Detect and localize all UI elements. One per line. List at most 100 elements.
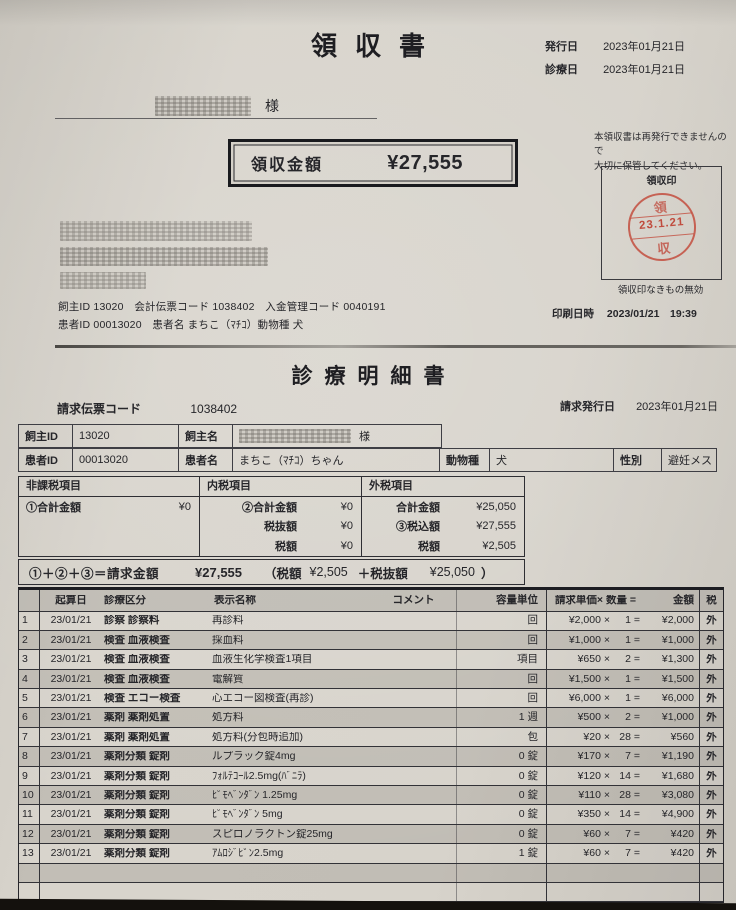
owner-name-cell: 様 <box>232 425 441 447</box>
item-no: 2 <box>19 630 40 650</box>
exclusive-row-gross: ③税込額 ¥27,555 <box>362 517 524 537</box>
grand-total-amount: ¥27,555 <box>195 564 243 580</box>
header-no <box>19 590 40 611</box>
item-tax-flag: 外 <box>706 731 717 743</box>
nontax-header: 非課税項目 <box>19 477 199 497</box>
receipt-stamp-box: 領収印 領 23.1.21 収 <box>601 166 722 280</box>
patient-id-row: 患者ID 00013020 患者名 まちこ（ﾏﾁｺ）ちゃん 動物種 犬 性別 避… <box>18 447 717 472</box>
inclusive-row-net: 税抜額 ¥0 <box>200 517 361 537</box>
item-date: 23/01/21 <box>50 731 92 743</box>
item-tax-flag: 外 <box>706 654 717 665</box>
grand-total-formula: ①＋②＋③＝請求金額 <box>29 566 160 581</box>
item-quantity: 14 = <box>619 770 640 782</box>
item-unit: 1 錠 <box>457 844 547 863</box>
exclusive-total-value: ¥25,050 <box>476 500 516 513</box>
address-redacted-line2 <box>60 247 268 266</box>
item-unit: 項目 <box>457 650 547 669</box>
item-tax-flag: 外 <box>706 693 717 704</box>
item-unit: 包 <box>457 727 547 747</box>
item-unit-price: ¥500 × <box>577 712 610 723</box>
nontax-total-label: ①合計金額 <box>26 501 81 514</box>
item-name: 電解質 <box>212 673 244 685</box>
stamp-footnote: 領収印なきもの無効 <box>617 285 704 296</box>
received-amount-value: ¥27,555 <box>387 151 463 174</box>
item-row: 7 23/01/21 薬剤 薬剤処置 処方料(分包時追加) 包 ¥20 × 28… <box>19 727 723 748</box>
stamp-box-label: 領収印 <box>646 176 677 187</box>
item-comment <box>371 708 457 727</box>
item-name: ﾋﾟﾓﾍﾞﾝﾀﾞﾝ 5mg <box>212 809 283 820</box>
grand-total-paren-open: （税額 <box>264 566 302 581</box>
item-quantity: 1 = <box>625 673 640 685</box>
addressee-name-redacted <box>155 96 251 116</box>
item-no: 7 <box>19 727 40 747</box>
item-row-empty <box>19 863 723 883</box>
item-no: 1 <box>19 611 40 630</box>
owner-id-row: 飼主ID 13020 飼主名 様 <box>18 424 442 448</box>
item-name: ｱﾑﾛｼﾞﾋﾟﾝ2.5mg <box>212 848 284 859</box>
item-quantity: 7 = <box>625 751 640 762</box>
item-row: 9 23/01/21 薬剤分類 錠剤 ﾌｫﾙﾃｺｰﾙ2.5mg(ﾊﾞﾆﾗ) 0 … <box>19 766 723 787</box>
item-unit-price: ¥110 × <box>578 789 610 801</box>
sex-value: 避妊メス <box>661 448 716 471</box>
item-no <box>19 863 40 882</box>
item-category: 検査 血液検査 <box>104 654 170 665</box>
addressee-underline <box>55 118 377 119</box>
issue-date-line: 発行日 2023年01月21日 <box>545 38 685 54</box>
patient-info-line: 患者ID 00013020 患者名 まちこ（ﾏﾁｺ）動物種 犬 <box>58 319 304 331</box>
header-date: 起算日 <box>55 595 87 606</box>
item-name: 採血料 <box>212 634 244 646</box>
items-header-row: 起算日 診療区分 表示名称 コメント 容量単位 請求単価× 数量 = 金額 税 <box>19 590 723 612</box>
owner-id-label: 飼主ID <box>25 431 58 443</box>
owner-ids-line: 飼主ID 13020 会計伝票コード 1038402 入金管理コード 00401… <box>58 301 386 313</box>
print-datetime-label: 印刷日時 <box>552 308 594 320</box>
item-category: 薬剤分類 錠剤 <box>104 751 170 762</box>
item-unit-price: ¥1,000 × <box>568 634 610 646</box>
item-row: 5 23/01/21 検査 エコー検査 心エコー図検査(再診) 回 ¥6,000… <box>19 689 723 709</box>
received-amount-label: 領収金額 <box>251 157 324 174</box>
print-datetime-value: 2023/01/21 19:39 <box>606 308 697 320</box>
item-tax-flag: 外 <box>706 712 717 723</box>
item-date: 23/01/21 <box>50 789 92 801</box>
item-date: 23/01/21 <box>50 809 92 820</box>
item-date: 23/01/21 <box>50 828 92 840</box>
inclusive-total-label: ②合計金額 <box>242 501 297 514</box>
inclusive-net-label: 税抜額 <box>264 521 297 534</box>
header-price-qty: 請求単価× 数量 = <box>554 595 637 606</box>
grand-total-row: ①＋②＋③＝請求金額 ¥27,555 （税額 ¥2,505 ＋税抜額 ¥25,0… <box>18 559 525 585</box>
item-amount: ¥4,900 <box>644 805 700 824</box>
item-comment <box>371 689 457 708</box>
owner-name-label: 飼主名 <box>178 425 232 447</box>
item-category: 検査 血液検査 <box>104 634 170 646</box>
item-amount: ¥560 <box>644 727 700 747</box>
item-amount: ¥1,000 <box>644 708 700 727</box>
addressee-line: 様 <box>155 94 279 118</box>
item-category: 薬剤分類 錠剤 <box>104 770 170 782</box>
item-comment <box>371 747 457 766</box>
item-no: 10 <box>19 786 40 805</box>
tear-line <box>55 345 736 348</box>
item-tax-flag: 外 <box>706 828 717 840</box>
item-row: 3 23/01/21 検査 血液検査 血液生化学検査1項目 項目 ¥650 × … <box>19 650 723 670</box>
keep-note-line1: 本領収書は再発行できませんので <box>594 132 727 158</box>
item-unit-price: ¥20 × <box>583 731 610 743</box>
visit-date-line: 診療日 2023年01月21日 <box>545 61 685 77</box>
statement-title: 診療明細書 <box>291 365 457 388</box>
item-comment <box>371 766 457 786</box>
item-comment <box>371 805 457 824</box>
items-table: 起算日 診療区分 表示名称 コメント 容量単位 請求単価× 数量 = 金額 税 … <box>18 587 724 904</box>
item-unit: 回 <box>457 630 547 650</box>
item-unit: 回 <box>457 669 547 689</box>
item-row: 13 23/01/21 薬剤分類 錠剤 ｱﾑﾛｼﾞﾋﾟﾝ2.5mg 1 錠 ¥6… <box>19 844 723 864</box>
item-tax-flag: 外 <box>706 848 717 859</box>
item-unit-price: ¥60 × <box>583 848 610 859</box>
item-amount: ¥1,300 <box>644 650 700 669</box>
issue-date-label: 発行日 <box>545 41 578 53</box>
item-row: 8 23/01/21 薬剤分類 錠剤 ルプラック錠4mg 0 錠 ¥170 × … <box>19 747 723 767</box>
item-amount: ¥420 <box>644 844 700 863</box>
header-category: 診療区分 <box>104 595 146 606</box>
item-date: 23/01/21 <box>50 770 92 782</box>
receipt-title: 領収書 <box>310 31 443 61</box>
item-no: 4 <box>19 669 40 689</box>
item-name: 処方料(分包時追加) <box>212 731 303 743</box>
item-unit-price: ¥350 × <box>577 809 610 820</box>
